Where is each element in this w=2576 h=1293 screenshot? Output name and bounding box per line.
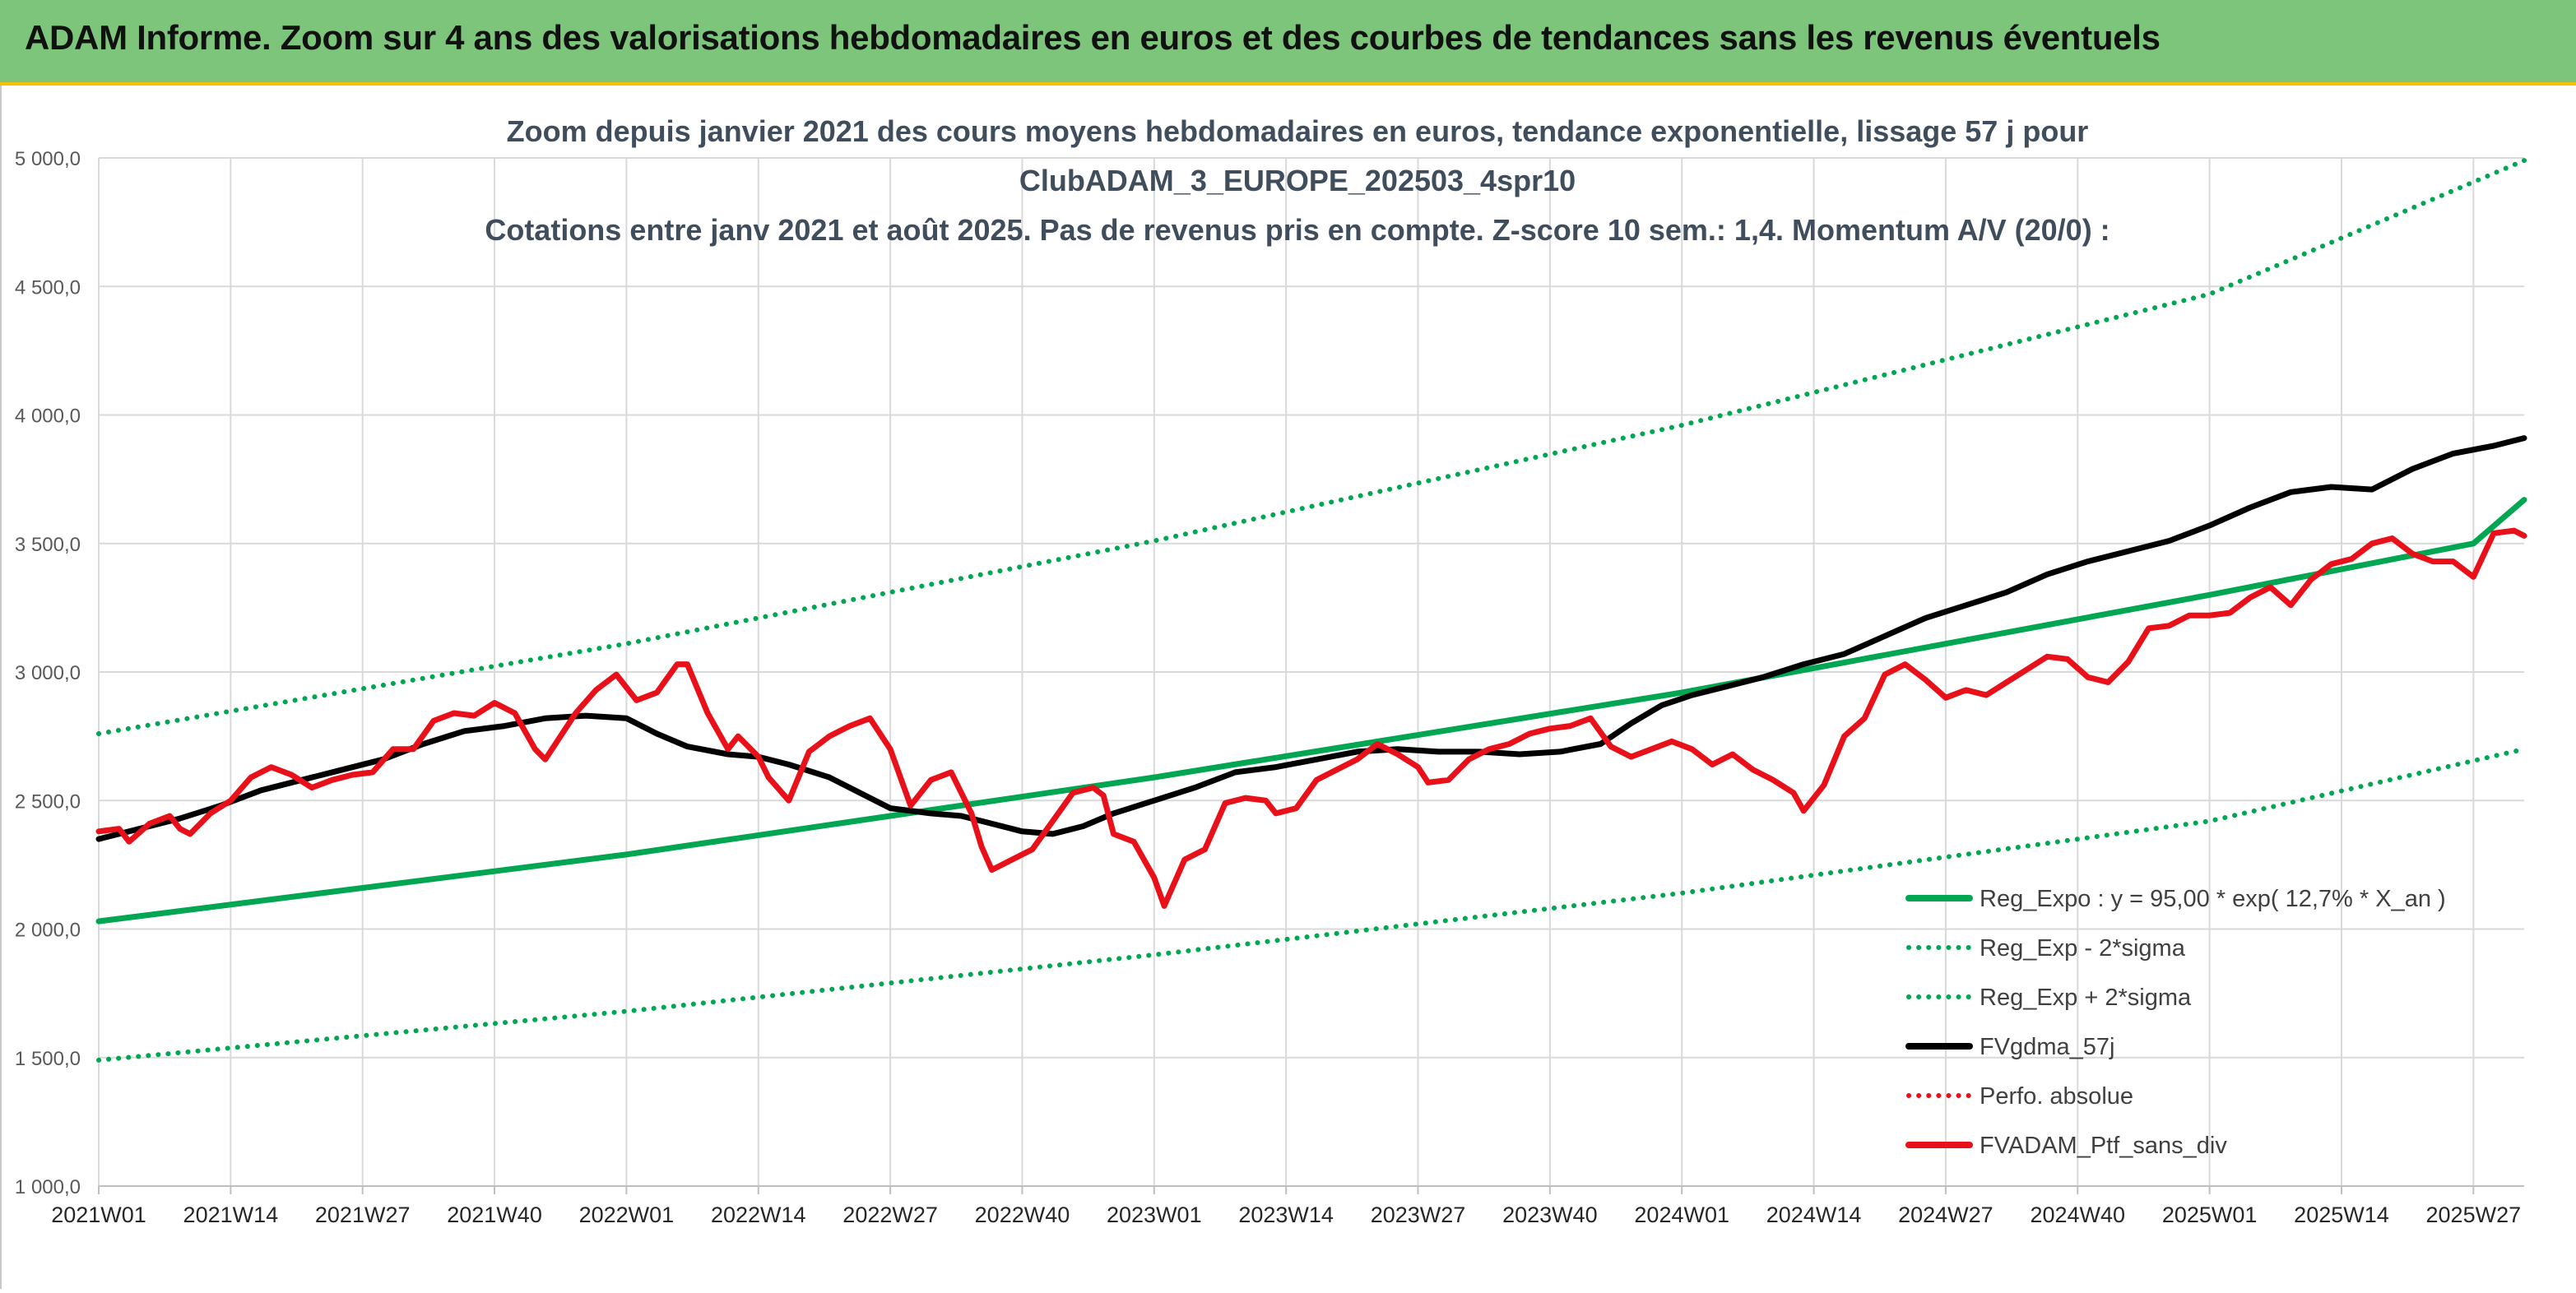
- header-banner: ADAM Informe. Zoom sur 4 ans des valoris…: [0, 0, 2576, 86]
- grid: [98, 157, 2524, 1187]
- chart-title-line: Cotations entre janv 2021 et août 2025. …: [485, 213, 2110, 247]
- x-tick-label: 2025W01: [2162, 1203, 2258, 1227]
- legend-label: FVgdma_57j: [1980, 1034, 2114, 1060]
- banner-title: ADAM Informe. Zoom sur 4 ans des valoris…: [25, 18, 2161, 57]
- y-tick-label: 3 000,0: [15, 662, 81, 684]
- x-tick-label: 2021W14: [183, 1203, 279, 1227]
- x-tick-label: 2022W01: [579, 1203, 675, 1227]
- x-tick-label: 2022W27: [842, 1203, 938, 1227]
- y-tick-label: 1 500,0: [15, 1048, 81, 1070]
- y-tick-label: 2 500,0: [15, 790, 81, 813]
- x-tick-label: 2024W40: [2030, 1203, 2125, 1227]
- y-tick-label: 2 000,0: [15, 920, 81, 942]
- x-tick-label: 2023W01: [1107, 1203, 1202, 1227]
- legend-label: Perfo. absolue: [1980, 1083, 2133, 1110]
- x-tick-label: 2023W27: [1371, 1203, 1466, 1227]
- legend: Reg_Expo : y = 95,00 * exp( 12,7% * X_an…: [1905, 886, 2446, 1159]
- series-line: [96, 158, 2527, 736]
- y-tick-label: 1 000,0: [15, 1176, 81, 1198]
- legend-label: Reg_Exp + 2*sigma: [1980, 985, 2192, 1011]
- y-tick-label: 4 000,0: [15, 406, 81, 428]
- y-tick-label: 5 000,0: [15, 148, 81, 170]
- axes: 1 000,0 1 500,0 2 000,0 2 500,0 3 000,0 3 500…: [15, 148, 2524, 1227]
- chart-title-line: ClubADAM_3_EUROPE_202503_4spr10: [1019, 164, 1576, 197]
- x-tick-label: 2022W14: [711, 1203, 806, 1227]
- series-line: [95, 435, 2527, 842]
- x-tick-label: 2024W14: [1766, 1203, 1862, 1227]
- series-line: [95, 497, 2527, 925]
- x-tick-label: 2023W14: [1238, 1203, 1334, 1227]
- series-line: [95, 527, 2527, 909]
- y-tick-label: 3 500,0: [15, 534, 81, 556]
- chart-title-line: Zoom depuis janvier 2021 des cours moyen…: [507, 114, 2089, 148]
- x-tick-label: 2021W01: [51, 1203, 146, 1227]
- x-tick-label: 2024W01: [1634, 1203, 1729, 1227]
- legend-label: Reg_Exp - 2*sigma: [1980, 935, 2186, 962]
- chart-title: Zoom depuis janvier 2021 des cours moyen…: [485, 114, 2110, 247]
- x-tick-label: 2025W14: [2294, 1203, 2389, 1227]
- legend-label: FVADAM_Ptf_sans_div: [1980, 1133, 2227, 1159]
- x-tick-label: 2022W40: [975, 1203, 1070, 1227]
- x-tick-label: 2021W40: [447, 1203, 542, 1227]
- series-lines: [95, 158, 2527, 1063]
- legend-label: Reg_Expo : y = 95,00 * exp( 12,7% * X_an…: [1980, 886, 2446, 912]
- chart-area: Zoom depuis janvier 2021 des cours moyen…: [0, 86, 2576, 1289]
- x-tick-label: 2023W40: [1502, 1203, 1598, 1227]
- x-tick-label: 2021W27: [315, 1203, 411, 1227]
- y-tick-label: 4 500,0: [15, 276, 81, 299]
- x-tick-label: 2024W27: [1898, 1203, 1993, 1227]
- line-chart: Zoom depuis janvier 2021 des cours moyen…: [15, 114, 2527, 1227]
- x-tick-label: 2025W27: [2426, 1203, 2522, 1227]
- series-line: [96, 746, 2527, 1063]
